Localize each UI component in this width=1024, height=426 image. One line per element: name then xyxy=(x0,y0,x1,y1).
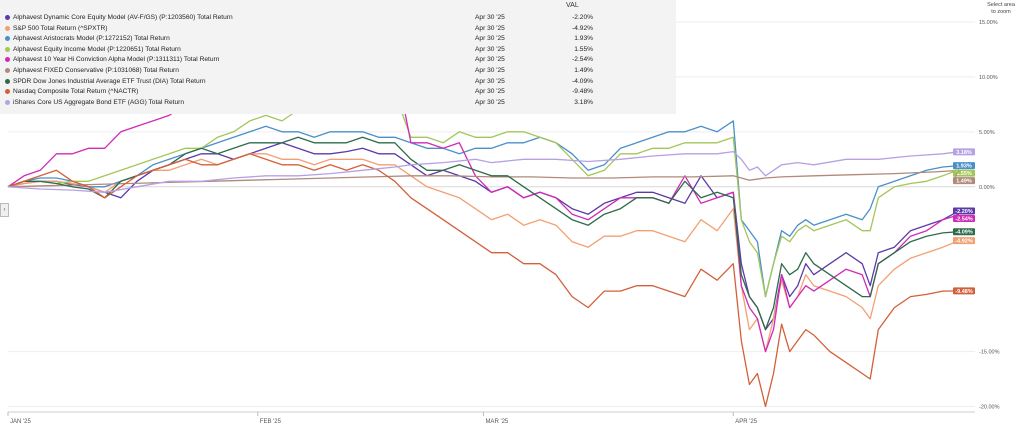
series-line[interactable] xyxy=(7,153,960,353)
end-label-badge xyxy=(953,214,975,222)
x-tick-label: APR '25 xyxy=(735,419,757,425)
legend-row[interactable]: Alphavest Equity Income Model (P:1220651… xyxy=(5,45,593,56)
legend-color-dot xyxy=(5,46,10,52)
legend-value: -2.20% xyxy=(572,14,593,21)
pan-handle[interactable]: ‹ xyxy=(0,203,9,217)
legend-date: Apr 30 '25 xyxy=(475,45,505,53)
end-label-value: 1.55% xyxy=(956,171,972,177)
legend-value: 3.18% xyxy=(574,98,593,106)
legend: VAL Alphavest Dynamic Core Equity Model … xyxy=(0,0,676,114)
end-label-value: -2.54% xyxy=(955,216,973,222)
legend-series-name: Alphavest Equity Income Model (P:1220651… xyxy=(13,45,181,53)
end-label-value: -4.92% xyxy=(955,239,973,245)
end-label-value: -4.09% xyxy=(955,230,973,236)
end-label-badge xyxy=(953,177,975,185)
end-label-value: 1.93% xyxy=(956,164,972,170)
end-label-value: 3.18% xyxy=(956,150,972,156)
legend-row[interactable]: Alphavest Dynamic Core Equity Model (AV-… xyxy=(5,14,593,24)
legend-date: Apr 30 '25 xyxy=(475,67,505,74)
legend-color-dot xyxy=(5,89,10,95)
y-tick-label: -15.00% xyxy=(979,350,1000,356)
legend-row[interactable]: Nasdaq Composite Total Return (^NACTR) Ap… xyxy=(5,88,593,98)
x-tick-label: JAN '25 xyxy=(10,419,31,425)
legend-series-name: Nasdaq Composite Total Return (^NACTR) xyxy=(13,88,139,96)
legend-row[interactable]: Alphavest Aristocrats Model (P:1272152) … xyxy=(5,35,593,45)
end-label-badge xyxy=(953,287,975,295)
legend-series-name: Alphavest Dynamic Core Equity Model (AV-… xyxy=(13,14,233,21)
legend-row[interactable]: iShares Core US Aggregate Bond ETF (AGG)… xyxy=(5,98,593,109)
legend-color-dot xyxy=(5,36,10,42)
legend-date: Apr 30 '25 xyxy=(475,14,505,21)
legend-row[interactable]: Alphavest 10 Year Hi Conviction Alpha Mo… xyxy=(5,56,593,66)
y-tick-label: 5.00% xyxy=(979,130,995,136)
select-area-label-line2: to zoom xyxy=(991,9,1011,15)
legend-value: -4.92% xyxy=(572,24,593,32)
legend-series-name: S&P 500 Total Return (^SPXTR) xyxy=(13,24,108,32)
series-line[interactable] xyxy=(7,136,959,331)
legend-date: Apr 30 '25 xyxy=(475,88,505,96)
end-label-value: -2.20% xyxy=(955,209,973,215)
legend-row[interactable]: Alphavest FIXED Conservative (P:1031068)… xyxy=(5,67,593,77)
legend-date: Apr 30 '25 xyxy=(475,35,505,43)
end-label-badge xyxy=(953,162,975,170)
y-tick-label: 0.00% xyxy=(979,185,995,191)
legend-value: 1.49% xyxy=(574,67,593,74)
y-tick-label: -20.00% xyxy=(979,405,1000,411)
legend-date: Apr 30 '25 xyxy=(475,56,505,64)
x-tick-label: FEB '25 xyxy=(260,419,282,425)
legend-row[interactable]: SPDR Dow Jones Industrial Average ETF Tr… xyxy=(5,77,593,88)
legend-value: -4.09% xyxy=(572,77,593,85)
y-tick-label: 10.00% xyxy=(979,75,998,81)
series-line[interactable] xyxy=(7,87,960,298)
x-tick-label: MAR '25 xyxy=(485,419,508,425)
series-line[interactable] xyxy=(7,169,959,188)
series-line[interactable] xyxy=(7,153,959,408)
end-label-value: -9.48% xyxy=(955,289,973,295)
legend-value-header: VAL xyxy=(566,2,579,9)
legend-color-dot xyxy=(5,57,10,63)
end-label-badge xyxy=(953,207,975,215)
x-axis-ticks: JAN '25 FEB '25 MAR '25 APR '25 xyxy=(7,411,975,425)
legend-color-dot xyxy=(5,25,10,31)
end-label-badge xyxy=(953,228,975,236)
legend-value: 1.93% xyxy=(574,35,593,43)
legend-series-name: Alphavest FIXED Conservative (P:1031068)… xyxy=(13,67,179,74)
series-line[interactable] xyxy=(7,150,959,193)
select-area-label-line1: Select area xyxy=(987,2,1015,8)
legend-date: Apr 30 '25 xyxy=(475,24,505,32)
legend-date: Apr 30 '25 xyxy=(475,98,505,106)
legend-date: Apr 30 '25 xyxy=(475,77,505,85)
legend-series-name: Alphavest 10 Year Hi Conviction Alpha Mo… xyxy=(13,56,220,64)
legend-value: 1.55% xyxy=(574,45,593,53)
legend-series-name: Alphavest Aristocrats Model (P:1272152) … xyxy=(13,35,170,43)
legend-color-dot xyxy=(5,78,10,84)
legend-color-dot xyxy=(5,99,10,105)
y-tick-label: 15.00% xyxy=(979,20,998,26)
end-labels: 3.18% 1.93%1.55% 1.49% -2.20%-2.54% -4.09% -4… xyxy=(952,148,975,295)
end-label-badge xyxy=(953,237,975,245)
legend-color-dot xyxy=(5,15,10,20)
end-label-badge xyxy=(953,148,975,156)
end-label-value: 1.49% xyxy=(956,179,972,185)
legend-series-name: SPDR Dow Jones Industrial Average ETF Tr… xyxy=(13,77,206,85)
legend-color-dot xyxy=(5,68,10,73)
legend-value: -2.54% xyxy=(572,56,593,64)
legend-row[interactable]: S&P 500 Total Return (^SPXTR) Apr 30 '25 -… xyxy=(5,24,593,35)
legend-value: -9.48% xyxy=(572,88,593,96)
legend-series-name: iShares Core US Aggregate Bond ETF (AGG)… xyxy=(13,98,185,106)
select-area-to-zoom[interactable]: Select area to zoom xyxy=(985,2,1017,16)
y-axis-ticks: 15.00% 10.00% 5.00% 0.00% -15.00% -20.00% xyxy=(979,20,1000,411)
series-line[interactable] xyxy=(7,120,959,298)
